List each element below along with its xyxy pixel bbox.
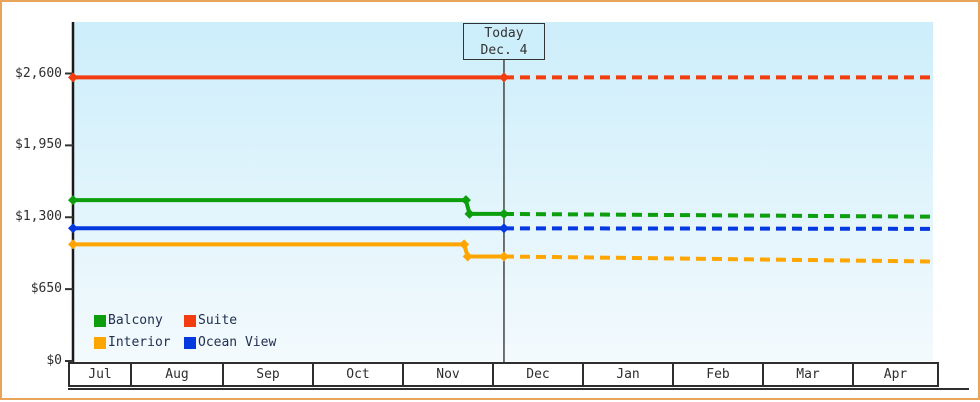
marker-balcony	[460, 195, 471, 206]
month-cell-aug: Aug	[132, 364, 224, 385]
legend-label: Ocean View	[198, 335, 277, 350]
y-tick-label: $1,950	[15, 137, 62, 153]
month-cell-apr: Apr	[883, 367, 908, 382]
today-label: Today	[484, 25, 524, 41]
marker-ocean-view	[68, 223, 78, 234]
chart-legend: Balcony Suite Interior Ocean View	[94, 313, 276, 350]
marker-ocean-view	[498, 223, 509, 234]
series-solid-balcony	[73, 198, 504, 216]
marker-balcony	[498, 208, 509, 219]
month-cell-oct: Oct	[314, 364, 404, 385]
today-date: Dec. 4	[480, 42, 528, 58]
legend-swatch-icon	[184, 336, 196, 349]
legend-label: Balcony	[108, 313, 163, 328]
marker-suite	[68, 72, 78, 83]
legend-item-suite: Suite	[184, 313, 276, 328]
legend-item-interior: Interior	[94, 335, 184, 350]
y-tick-label: $2,600	[15, 65, 62, 81]
series-dashed-ocean-view	[503, 226, 934, 231]
series-solid-interior	[73, 242, 504, 259]
today-annotation-box: Today Dec. 4	[463, 23, 545, 60]
legend-label: Suite	[198, 313, 238, 328]
legend-label: Interior	[108, 335, 171, 350]
marker-suite	[498, 72, 509, 83]
marker-balcony	[464, 208, 475, 219]
month-cell-jul: Jul	[70, 364, 132, 385]
series-dashed-balcony	[503, 211, 934, 219]
marker-balcony	[68, 195, 78, 206]
legend-item-ocean-view: Ocean View	[184, 335, 276, 350]
legend-swatch-icon	[184, 314, 196, 327]
month-cell-dec: Dec	[494, 364, 584, 385]
legend-item-balcony: Balcony	[94, 313, 184, 328]
x-axis-month-row: Jul Aug Sep Oct Nov Dec Jan Feb Mar Apr	[68, 362, 939, 387]
marker-interior	[462, 251, 473, 262]
month-cell-jan: Jan	[584, 364, 674, 385]
month-cell-feb: Feb	[674, 364, 764, 385]
marker-interior	[459, 239, 470, 250]
legend-swatch-icon	[94, 336, 106, 349]
marker-interior	[68, 239, 78, 250]
series-dashed-interior	[503, 254, 934, 264]
month-cell-mar: Mar	[764, 364, 854, 385]
month-cell-nov: Nov	[404, 364, 494, 385]
month-cell-sep: Sep	[224, 364, 314, 385]
y-tick-label: $1,300	[15, 209, 62, 225]
bottom-axis-line	[68, 388, 969, 390]
y-tick-label: $650	[30, 281, 62, 297]
marker-interior	[498, 251, 509, 262]
legend-swatch-icon	[94, 314, 106, 327]
y-tick-label: $0	[46, 353, 62, 368]
